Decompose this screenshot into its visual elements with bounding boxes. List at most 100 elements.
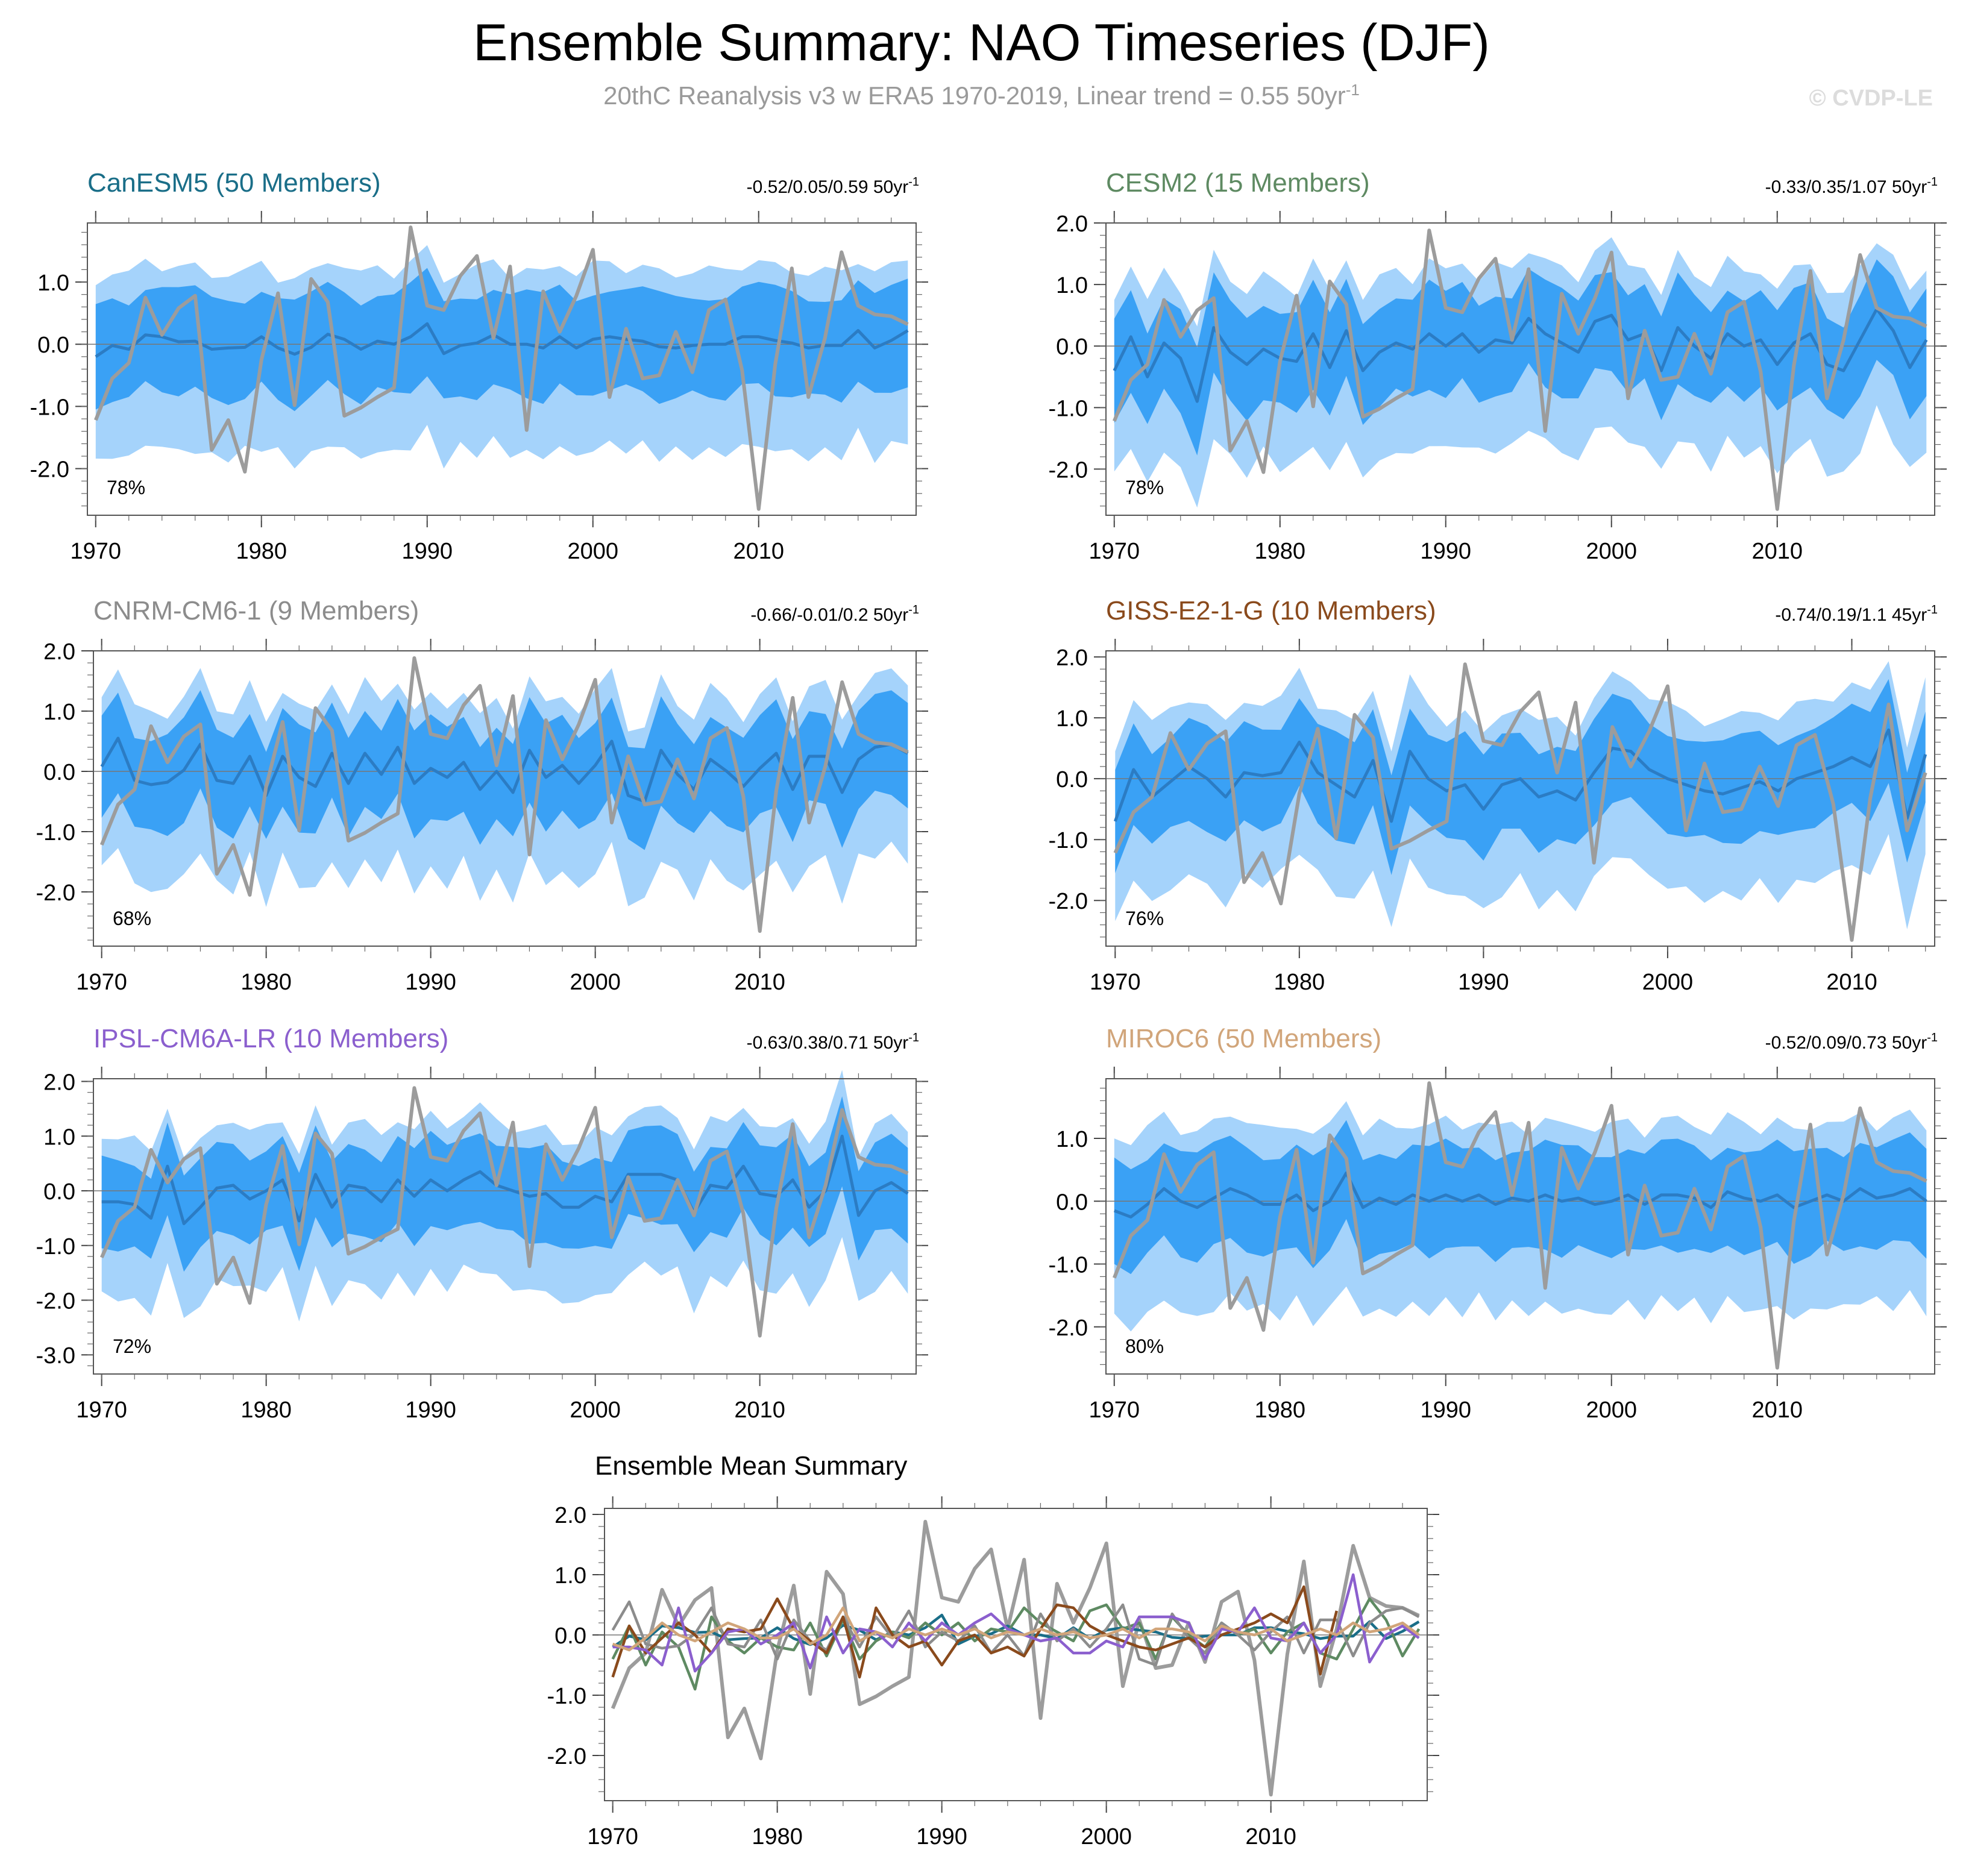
x-tick-label: 1980 (1254, 1398, 1305, 1423)
model-title: CanESM5 (50 Members) (87, 168, 381, 198)
credit-watermark: © CVDP-LE (1809, 86, 1933, 111)
summary-title: Ensemble Mean Summary (595, 1451, 907, 1481)
y-tick-label: -1.0 (1049, 1253, 1088, 1278)
observed-nao-line (94, 225, 909, 511)
trend-range-text: -0.66/-0.01/0.2 50yr (750, 605, 908, 625)
ensemble-mean-line (95, 322, 909, 358)
model-panel-5: 2.0 1.0 0.0 -1.0 -2.0 -3.0 1970 1980 1990 2000 201… (36, 1024, 928, 1423)
inner-spread-band (1114, 259, 1927, 456)
y-tick-label: 1.0 (37, 271, 69, 296)
trend-range-superscript: -1 (908, 603, 919, 616)
y-tick-label: 0.0 (1056, 1190, 1088, 1215)
y-tick-label: 0.0 (1056, 334, 1088, 360)
x-tick-label: 2000 (1081, 1824, 1132, 1849)
y-tick-label: 0.0 (37, 333, 69, 358)
trend-range-superscript: -1 (908, 1031, 919, 1044)
y-tick-label: -1.0 (36, 1234, 75, 1260)
observed-nao-line (99, 1086, 909, 1338)
y-tick-label: -2.0 (1049, 457, 1088, 483)
x-tick-label: 2010 (1751, 539, 1803, 564)
observed-nao-line (99, 656, 909, 933)
x-tick-label: 2000 (570, 1398, 621, 1423)
y-tick-label: 0.0 (43, 760, 75, 785)
y-tick-label: 0.0 (1056, 767, 1088, 792)
trend-range-label: -0.74/0.19/1.1 45yr-1 (1775, 603, 1938, 625)
y-tick-label: 1.0 (43, 1125, 75, 1150)
x-tick-label: 2010 (734, 1398, 785, 1423)
trend-range-text: -0.52/0.05/0.59 50yr (747, 177, 909, 197)
page-title: Ensemble Summary: NAO Timeseries (DJF) (473, 14, 1490, 72)
percent-within-spread-label: 68% (113, 908, 151, 929)
percent-within-spread-label: 78% (1125, 477, 1164, 498)
model-panel-4: 2.0 1.0 0.0 -1.0 -2.0 1970 1980 1990 2000 2010 GIS… (1049, 596, 1947, 995)
summary-line-canesm5 (612, 1613, 1420, 1648)
y-tick-label: 0.0 (554, 1623, 586, 1649)
x-tick-label: 1970 (587, 1824, 638, 1849)
percent-within-spread-label: 72% (113, 1335, 151, 1357)
ensemble-mean-line (101, 1134, 909, 1225)
y-tick-label: -2.0 (36, 880, 75, 906)
x-tick-label: 1990 (1420, 539, 1471, 564)
model-panel-1: 1.0 0.0 -1.0 -2.0 1970 1980 1990 2000 2010 CanESM… (30, 168, 928, 564)
x-tick-label: 2000 (567, 539, 618, 564)
y-tick-label: -2.0 (547, 1744, 586, 1769)
y-tick-label: -1.0 (30, 395, 69, 420)
model-title: GISS-E2-1-G (10 Members) (1106, 596, 1436, 626)
x-tick-label: 2010 (1751, 1398, 1803, 1423)
model-title: CNRM-CM6-1 (9 Members) (93, 596, 419, 626)
trend-range-superscript: -1 (1927, 1031, 1938, 1044)
y-tick-label: 1.0 (554, 1563, 586, 1589)
ensemble-mean-line (1113, 1171, 1927, 1219)
x-tick-label: 2010 (734, 970, 785, 995)
x-tick-label: 1970 (1088, 539, 1140, 564)
trend-range-label: -0.63/0.38/0.71 50yr-1 (747, 1031, 919, 1053)
percent-within-spread-label: 76% (1125, 908, 1164, 929)
model-panel-3: 2.0 1.0 0.0 -1.0 -2.0 1970 1980 1990 2000 2010 CNR… (36, 596, 928, 995)
y-tick-label: 2.0 (554, 1503, 586, 1528)
x-tick-label: 1990 (401, 539, 453, 564)
y-tick-label: -2.0 (30, 457, 69, 483)
model-title: CESM2 (15 Members) (1106, 168, 1370, 198)
x-tick-label: 1970 (1088, 1398, 1140, 1423)
y-tick-label: -3.0 (36, 1343, 75, 1369)
x-tick-label: 1980 (1274, 970, 1325, 995)
model-panel-2: 2.0 1.0 0.0 -1.0 -2.0 1970 1980 1990 2000 2010 CES… (1049, 168, 1947, 564)
y-tick-label: -1.0 (547, 1684, 586, 1709)
y-tick-label: 2.0 (1056, 645, 1088, 671)
summary-line-observations (611, 1520, 1420, 1796)
y-tick-label: 1.0 (1056, 1127, 1088, 1152)
observed-nao-line (1113, 662, 1927, 942)
x-tick-label: 1990 (1420, 1398, 1471, 1423)
trend-range-text: -0.63/0.38/0.71 50yr (747, 1033, 909, 1053)
y-tick-label: 2.0 (1056, 212, 1088, 237)
percent-within-spread-label: 80% (1125, 1335, 1164, 1357)
x-tick-label: 2010 (733, 539, 784, 564)
summary-line-miroc6 (612, 1606, 1420, 1652)
x-tick-label: 1990 (916, 1824, 967, 1849)
y-tick-label: -1.0 (36, 820, 75, 845)
trend-range-label: -0.52/0.09/0.73 50yr-1 (1765, 1031, 1938, 1053)
plot-frame (604, 1508, 1428, 1801)
ensemble-mean-line (100, 736, 909, 803)
y-tick-label: -2.0 (1049, 1316, 1088, 1341)
trend-range-label: -0.33/0.35/1.07 50yr-1 (1765, 175, 1938, 197)
y-tick-label: -1.0 (1049, 396, 1088, 421)
x-tick-label: 1990 (405, 970, 456, 995)
y-tick-label: 2.0 (43, 639, 75, 665)
x-tick-label: 1990 (1458, 970, 1509, 995)
plot-frame (93, 1078, 917, 1375)
x-tick-label: 1970 (70, 539, 121, 564)
trend-range-superscript: -1 (1927, 175, 1938, 189)
x-tick-label: 2000 (570, 970, 621, 995)
percent-within-spread-label: 78% (107, 477, 145, 498)
x-tick-label: 1980 (236, 539, 287, 564)
y-tick-label: 1.0 (1056, 273, 1088, 298)
trend-range-text: -0.74/0.19/1.1 45yr (1775, 605, 1927, 625)
ensemble-mean-line (1113, 307, 1928, 403)
model-title: IPSL-CM6A-LR (10 Members) (93, 1024, 448, 1053)
y-tick-label: 2.0 (43, 1070, 75, 1096)
x-tick-label: 2000 (1642, 970, 1694, 995)
subtitle-superscript: -1 (1345, 81, 1360, 99)
x-tick-label: 1970 (76, 1398, 127, 1423)
trend-range-label: -0.52/0.05/0.59 50yr-1 (747, 175, 919, 197)
